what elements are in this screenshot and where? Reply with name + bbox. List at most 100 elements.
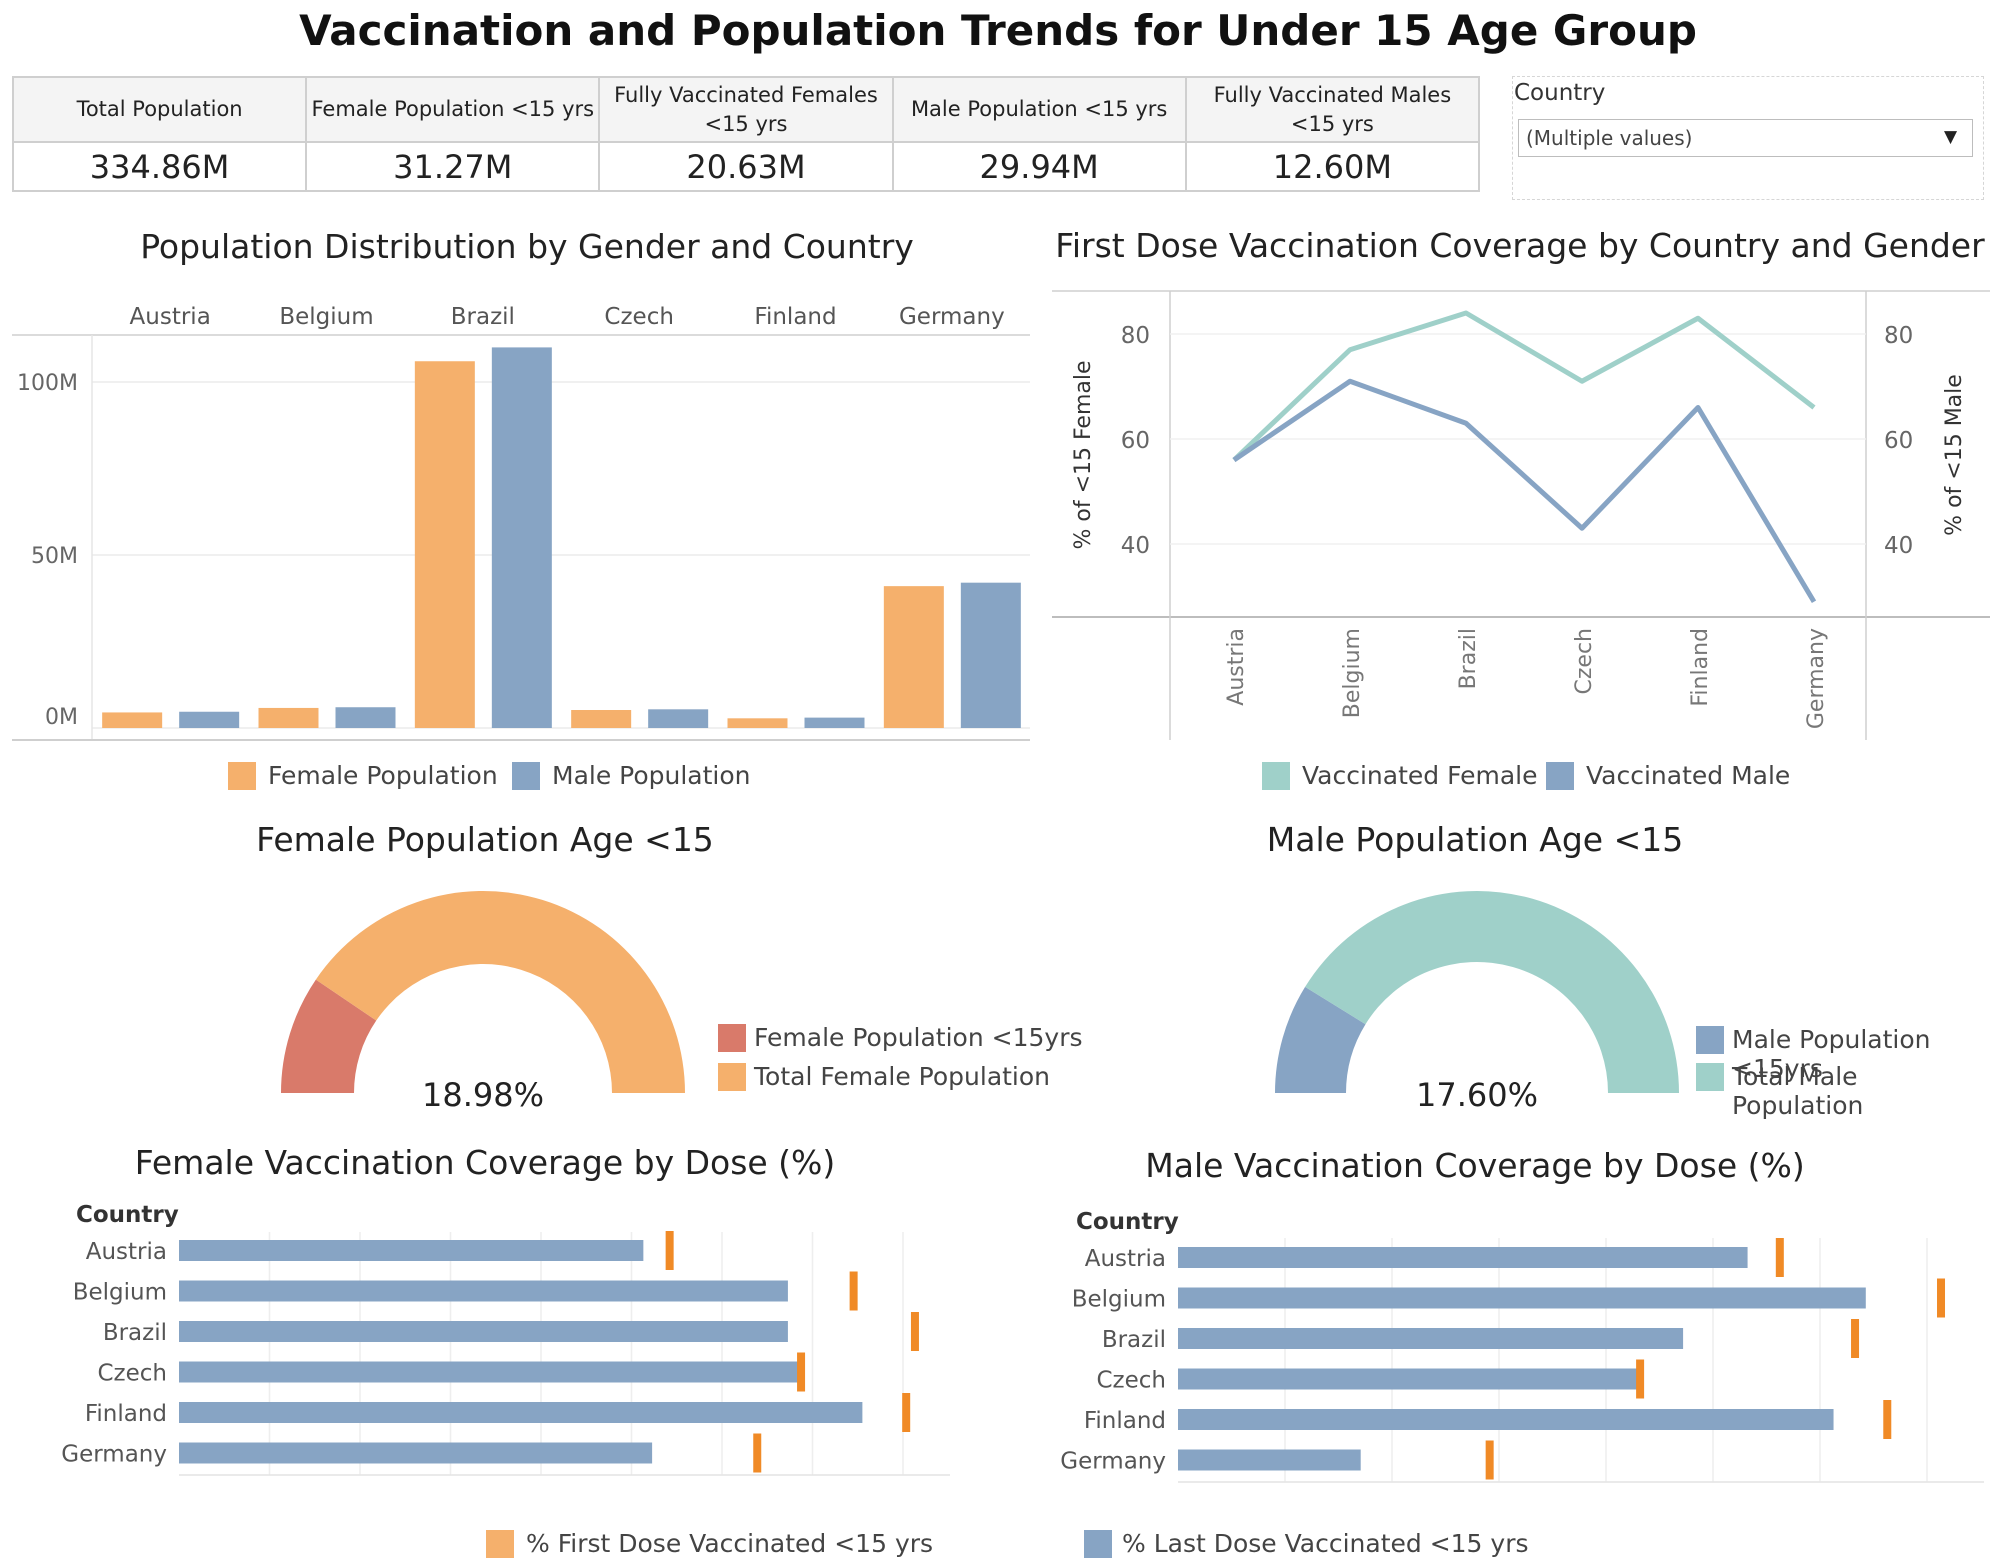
legend-label-total-male: Total Male Population [1732,1062,1864,1120]
legend-swatch-first-dose [486,1530,514,1558]
legend-swatch-vaccinated-male [1546,762,1574,790]
dropdown-arrow-icon[interactable]: ▼ [1944,127,1958,147]
kpi-summary-table: Total Population Female Population <15 y… [11,76,1481,192]
category-header: Czech [604,304,674,330]
female-dose-chart-title: Female Vaccination Coverage by Dose (%) [134,1143,836,1182]
country-label: Belgium [73,1280,167,1306]
kpi-value: 334.86M [11,141,308,192]
coverage-line-chart-title: First Dose Vaccination Coverage by Count… [1055,226,1985,265]
last-dose-bar [1178,1449,1361,1471]
y-tick-label: 0M [45,705,78,730]
y-tick-label-right: 60 [1884,428,1913,454]
country-label: Germany [61,1442,167,1468]
last-dose-bar [1178,1287,1866,1309]
country-label: Czech [1096,1368,1166,1394]
gauge-center-label: 18.98% [422,1076,544,1114]
y-tick-label: 50M [31,544,78,569]
country-label: Brazil [1102,1327,1166,1353]
female-gauge-title: Female Population Age <15 [256,820,714,859]
first-dose-marker [849,1271,858,1311]
bar-male-population [335,707,396,728]
country-label: Brazil [103,1320,167,1346]
legend-label-total-female: Total Female Population [754,1062,1051,1091]
bar-female-population [727,718,788,728]
x-tick-label: Finland [1688,628,1713,707]
population-chart-title: Population Distribution by Gender and Co… [140,227,914,266]
last-dose-bar [179,1442,653,1464]
bar-female-population [883,586,944,728]
bar-male-population [648,709,709,728]
first-dose-marker [1485,1440,1494,1480]
population-bar-chart: 0M 50M 100M Austria Belgium Brazil Czech Finlan… [12,304,1030,741]
legend-label-first-dose: % First Dose Vaccinated <15 yrs [526,1529,934,1558]
category-header: Brazil [451,304,515,330]
x-tick-label: Austria [1224,628,1249,706]
last-dose-bar [179,1402,863,1423]
legend-swatch-male-population [512,762,540,790]
y-tick-label: 100M [17,371,78,396]
legend-swatch-total-female [718,1063,746,1091]
y-axis-title-right: % of <15 Male [1942,374,1967,536]
last-dose-bar [179,1280,788,1302]
first-dose-line-chart: 80 80 60 60 40 40 % of <15 Female % of <15 Male… [1052,290,1990,740]
gauge-center-label: 17.60% [1416,1076,1538,1114]
kpi-value: 20.63M [598,141,894,192]
legend-swatch-male-lt15 [1696,1026,1724,1054]
kpi-label: Fully Vaccinated Females <15 yrs [598,76,894,143]
gauge-slice-lt15 [1275,986,1366,1093]
category-header: Germany [899,304,1005,330]
gauge-slice-total [315,891,685,1093]
y-axis-title-left: % of <15 Female [1071,360,1096,549]
x-tick-label: Germany [1804,628,1829,729]
country-label: Czech [97,1361,167,1387]
bar-male-population [804,717,865,728]
gauge-slice-lt15 [281,979,377,1093]
last-dose-bar [179,1321,788,1342]
country-label: Austria [86,1239,167,1265]
country-label: Austria [1085,1246,1166,1272]
bar-male-population [960,582,1021,728]
x-tick-label: Czech [1572,628,1597,694]
female-gauge-chart: 18.98% [281,891,685,1114]
y-tick-label-right: 40 [1884,533,1913,559]
legend-swatch-last-dose [1084,1530,1112,1558]
legend-label-female-population: Female Population [268,761,498,790]
kpi-value: 29.94M [891,141,1187,192]
male-dose-chart-title: Male Vaccination Coverage by Dose (%) [1145,1146,1805,1185]
gauge-slice-total [1305,891,1679,1093]
legend-label-male-population: Male Population [552,761,751,790]
legend-swatch-vaccinated-female [1262,762,1290,790]
first-dose-marker [1851,1319,1860,1358]
category-header: Finland [754,304,836,330]
bar-female-population [414,361,475,728]
country-filter-dropdown[interactable] [1518,119,1973,157]
bar-male-population [491,347,552,728]
first-dose-marker [1636,1359,1645,1399]
legend-label-last-dose: % Last Dose Vaccinated <15 yrs [1122,1529,1529,1558]
kpi-label: Male Population <15 yrs [891,76,1187,143]
kpi-value: 12.60M [1184,141,1481,192]
first-dose-marker [910,1312,919,1351]
country-label: Finland [1084,1408,1166,1434]
kpi-label: Female Population <15 yrs [305,76,601,143]
legend-label-female-lt15: Female Population <15yrs [754,1023,1083,1052]
legend-swatch-female-population [228,762,256,790]
country-label: Belgium [1072,1287,1166,1313]
country-label: Finland [85,1401,167,1427]
bar-female-population [571,710,632,728]
first-dose-marker [665,1231,674,1270]
female-dose-bar-chart: Country Austria Belgium Brazil Czech Finland G… [61,1202,950,1476]
last-dose-bar [1178,1247,1748,1268]
legend-swatch-female-lt15 [718,1024,746,1052]
dashboard-title: Vaccination and Population Trends for Un… [299,6,1697,55]
first-dose-marker [753,1433,762,1473]
row-header-label: Country [76,1202,179,1228]
first-dose-marker [1883,1400,1892,1439]
male-gauge-title: Male Population Age <15 [1266,820,1684,859]
kpi-label: Fully Vaccinated Males <15 yrs [1184,76,1481,143]
male-dose-bar-chart: Country Austria Belgium Brazil Czech Finland G… [1060,1209,1984,1483]
country-filter-value: (Multiple values) [1526,126,1693,150]
country-label: Germany [1060,1449,1166,1475]
x-tick-label: Belgium [1340,628,1365,718]
